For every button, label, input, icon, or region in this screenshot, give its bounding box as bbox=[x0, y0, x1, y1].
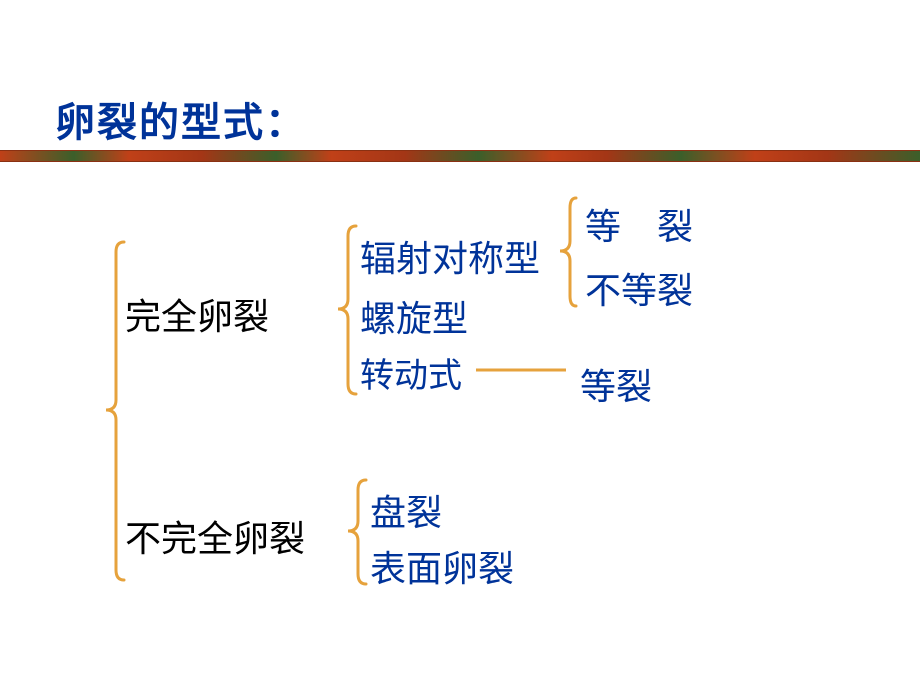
brace-root bbox=[104, 240, 128, 584]
node-complete-cleavage: 完全卵裂 bbox=[125, 288, 269, 340]
node-discoidal: 盘裂 bbox=[370, 484, 442, 536]
node-unequal: 不等裂 bbox=[585, 262, 693, 314]
connector-rotational-equal bbox=[476, 366, 570, 374]
node-superficial: 表面卵裂 bbox=[370, 540, 514, 592]
brace-radial bbox=[558, 196, 580, 310]
node-equal-2: 等裂 bbox=[580, 358, 652, 410]
node-radial-symmetric: 辐射对称型 bbox=[360, 230, 540, 282]
divider-pattern bbox=[0, 150, 920, 162]
node-incomplete-cleavage: 不完全卵裂 bbox=[125, 510, 305, 562]
node-rotational: 转动式 bbox=[360, 348, 462, 397]
title-text: 卵裂的型式： bbox=[55, 100, 307, 145]
brace-incomplete bbox=[346, 478, 370, 588]
node-equal-1: 等 裂 bbox=[585, 198, 693, 250]
divider-bar bbox=[0, 150, 920, 162]
node-spiral: 螺旋型 bbox=[360, 290, 468, 342]
page-title: 卵裂的型式： bbox=[55, 90, 307, 148]
brace-complete bbox=[336, 224, 360, 398]
